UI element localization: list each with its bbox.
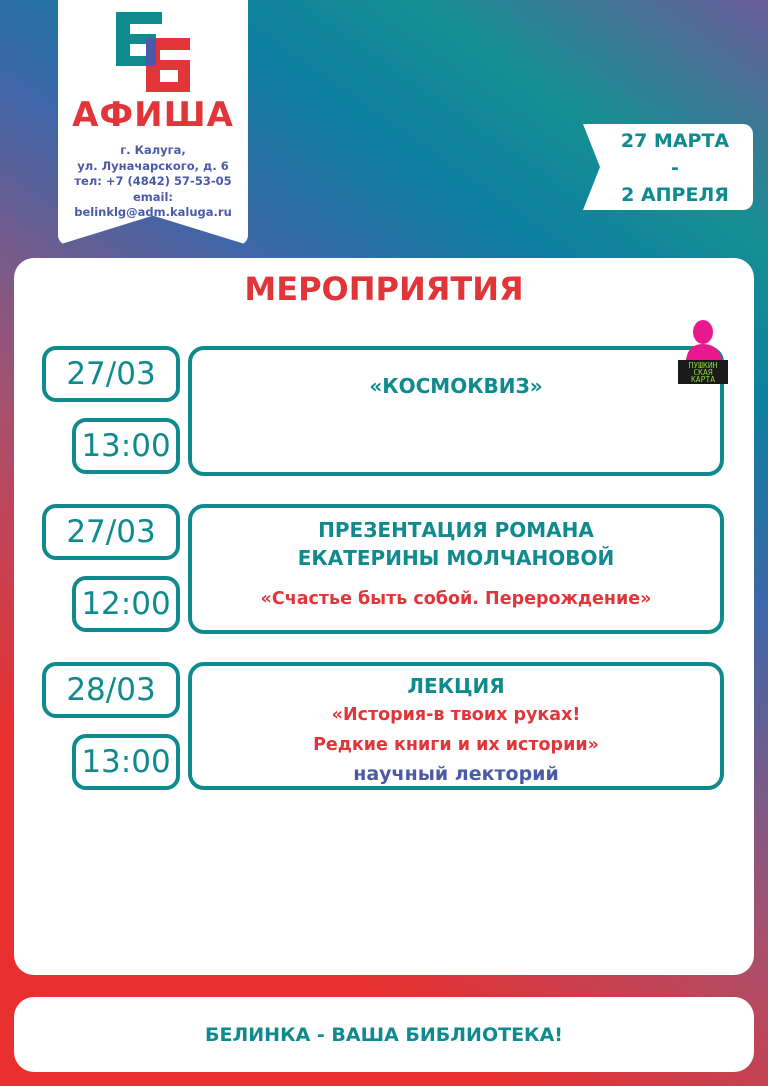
section-title: МЕРОПРИЯТИЯ — [244, 270, 524, 308]
date-text: 27/03 — [66, 514, 156, 550]
event-line: ЛЕКЦИЯ — [407, 674, 505, 698]
time-text: 13:00 — [81, 744, 171, 780]
address-street: ул. Луначарского, д. 6 — [77, 158, 229, 173]
event-details: ПРЕЗЕНТАЦИЯ РОМАНА ЕКАТЕРИНЫ МОЛЧАНОВОЙ «С… — [188, 504, 724, 634]
event-line: «Счастье быть собой. Перерождение» — [260, 589, 652, 609]
event-time: 12:00 — [72, 576, 180, 632]
event-line: «История-в твоих руках! — [331, 705, 581, 725]
email: email: belinklg@adm.kaluga.ru — [74, 189, 232, 220]
period-tag: 27 МАРТА - 2 АПРЕЛЯ — [583, 124, 753, 210]
svg-text:СКАЯ: СКАЯ — [693, 368, 712, 377]
event-details: «КОСМОКВИЗ» — [188, 346, 724, 476]
event-date: 28/03 — [42, 662, 180, 718]
event-line: ПРЕЗЕНТАЦИЯ РОМАНА — [318, 518, 594, 542]
date-text: 27/03 — [66, 356, 156, 392]
event-line: ЕКАТЕРИНЫ МОЛЧАНОВОЙ — [297, 546, 615, 570]
period-separator: - — [671, 157, 679, 179]
footer-slogan: БЕЛИНКА - ВАША БИБЛИОТЕКА! — [205, 1023, 563, 1046]
time-text: 13:00 — [81, 428, 171, 464]
event-line: «КОСМОКВИЗ» — [369, 374, 543, 398]
event-time: 13:00 — [72, 734, 180, 790]
event-line: научный лекторий — [353, 763, 559, 785]
time-text: 12:00 — [81, 586, 171, 622]
period-start: 27 МАРТА — [620, 130, 730, 152]
event-details: ЛЕКЦИЯ «История-в твоих руках! Редкие книг… — [188, 662, 724, 790]
svg-text:ПУШКИН: ПУШКИН — [689, 361, 718, 370]
event-date: 27/03 — [42, 346, 180, 402]
afisha-title: АФИША — [72, 95, 234, 135]
contact-info: г. Калуга, ул. Луначарского, д. 6 тел: +… — [58, 143, 248, 221]
header-banner: АФИША г. Калуга, ул. Луначарского, д. 6 … — [58, 0, 248, 245]
footer-banner: БЕЛИНКА - ВАША БИБЛИОТЕКА! — [14, 997, 754, 1072]
library-logo — [116, 12, 190, 92]
event-time: 13:00 — [72, 418, 180, 474]
phone: тел: +7 (4842) 57-53-05 — [74, 174, 232, 188]
pushkin-card-icon: ПУШКИН СКАЯ КАРТА — [678, 320, 728, 384]
period-end: 2 АПРЕЛЯ — [621, 184, 729, 206]
address-city: г. Калуга, — [120, 143, 186, 157]
event-line: Редкие книги и их истории» — [313, 735, 599, 755]
date-text: 28/03 — [66, 672, 156, 708]
event-date: 27/03 — [42, 504, 180, 560]
svg-text:КАРТА: КАРТА — [691, 375, 715, 384]
